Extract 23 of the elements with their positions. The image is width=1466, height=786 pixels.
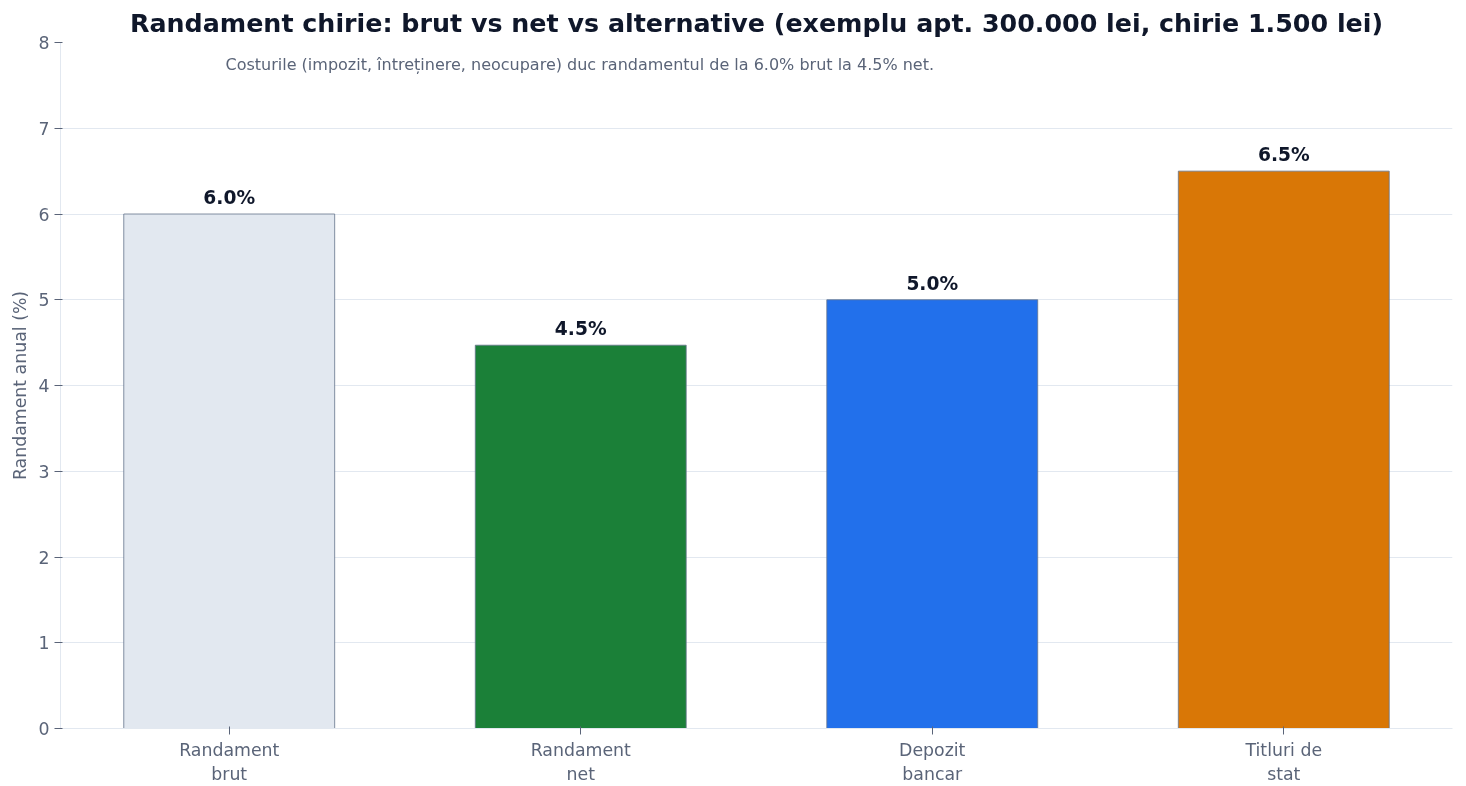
y-tick-label: 4	[38, 376, 50, 396]
y-tick-label: 0	[38, 719, 50, 739]
bar	[474, 344, 687, 729]
y-tick-label: 5	[38, 290, 50, 311]
x-tick-label: Randament net	[530, 739, 632, 784]
x-tick-label: Depozit bancar	[899, 739, 966, 784]
chart-title: Randament chirie: brut vs net vs alternative (exemplu apt. 300.000 lei, chirie 1.500 lei)	[129, 7, 1384, 38]
data-label: 4.5%	[554, 318, 607, 340]
x-tick-label: Randament brut	[179, 739, 280, 784]
y-axis-title: Randament anual (%)	[10, 290, 31, 481]
data-label: 6.0%	[203, 187, 256, 208]
y-tick-label: 3	[38, 461, 50, 482]
bar	[826, 299, 1039, 729]
y-tick-label: 8	[38, 33, 50, 53]
data-label: 5.0%	[906, 272, 959, 294]
x-tick-label: Titluri de stat	[1244, 739, 1323, 784]
y-tick-label: 6	[38, 204, 50, 225]
y-tick-label: 7	[38, 118, 50, 139]
y-tick-label: 2	[38, 547, 50, 568]
bar	[1177, 170, 1390, 729]
y-tick-label: 1	[38, 633, 50, 654]
data-label: 6.5%	[1257, 144, 1310, 166]
annotation: Costurile (impozit, întreținere, neocupare) duc randamentul de la 6.0% brut la 4.5% net.	[225, 54, 935, 74]
